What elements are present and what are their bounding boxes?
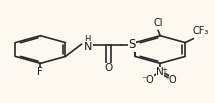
Text: Cl: Cl — [153, 18, 163, 28]
Text: +: + — [162, 67, 168, 73]
Text: H: H — [84, 35, 90, 44]
Text: N: N — [84, 42, 92, 52]
Text: O: O — [104, 63, 113, 73]
Text: O: O — [169, 75, 176, 85]
Text: S: S — [128, 38, 135, 51]
Text: F: F — [37, 67, 43, 77]
Text: N: N — [156, 67, 164, 77]
Text: CF₃: CF₃ — [192, 26, 209, 36]
Text: ⁻O: ⁻O — [141, 75, 154, 85]
